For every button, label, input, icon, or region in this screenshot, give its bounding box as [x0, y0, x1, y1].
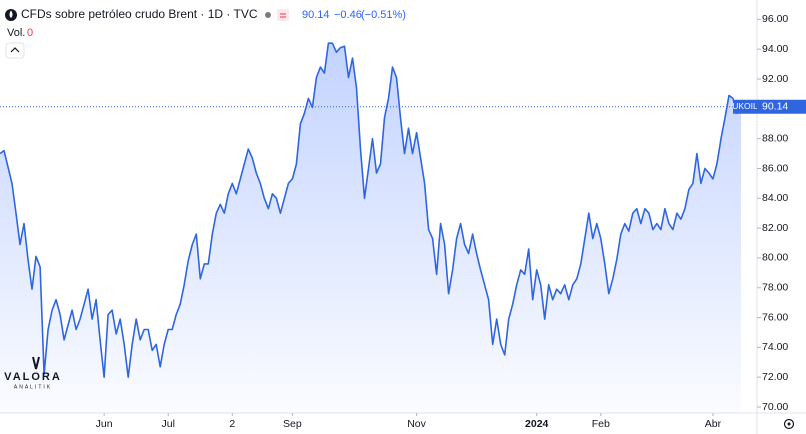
area-fill — [0, 43, 741, 413]
y-tick-label: 96.00 — [762, 13, 788, 25]
last-price-label: 90.14 — [762, 101, 788, 113]
y-tick-label: 80.00 — [762, 252, 788, 264]
y-tick-label: 78.00 — [762, 282, 788, 294]
x-tick-label: Jul — [162, 418, 175, 430]
header-change-pct: (−0.51%) — [361, 9, 406, 21]
collapse-chevron — [10, 47, 20, 53]
x-tick-label: Sep — [283, 418, 302, 430]
settings-icon-core — [787, 422, 791, 426]
y-tick-label: 74.00 — [762, 341, 788, 353]
header-last: 90.14 — [302, 9, 330, 21]
x-tick-label: 2 — [229, 418, 235, 430]
logo-name: VALORA — [4, 371, 62, 383]
x-tick-label: Nov — [407, 418, 426, 430]
symbol-tag — [733, 99, 757, 114]
y-tick-label: 76.00 — [762, 311, 788, 323]
last-price-tag — [757, 99, 806, 114]
y-tick-label: 88.00 — [762, 132, 788, 144]
y-tick-label: 86.00 — [762, 162, 788, 174]
y-tick-label: 72.00 — [762, 371, 788, 383]
symbol-tag-label: UKOIL — [732, 101, 758, 111]
header-change: −0.46 — [334, 9, 362, 21]
symbol-title: CFDs sobre petróleo crudo Brent · 1D · T… — [21, 7, 258, 21]
logo-mark — [32, 356, 40, 370]
symbol-icon-drop — [9, 10, 13, 18]
x-tick-label: Feb — [592, 418, 610, 430]
status-dot — [265, 12, 271, 18]
y-tick-label: 94.00 — [762, 43, 788, 55]
y-tick-label: 84.00 — [762, 192, 788, 204]
volume-label: Vol. — [7, 27, 25, 39]
price-line — [0, 42, 742, 378]
logo-sub: ANALITIK — [14, 384, 52, 390]
x-tick-label: Jun — [96, 418, 113, 430]
collapse-button[interactable] — [5, 42, 25, 59]
x-tick-label: Abr — [705, 418, 722, 430]
y-tick-label: 82.00 — [762, 222, 788, 234]
x-tick-label: 2024 — [525, 418, 549, 430]
settings-icon[interactable] — [783, 418, 795, 430]
status-icon — [277, 9, 289, 21]
y-tick-label: 70.00 — [762, 401, 788, 413]
status-icon-lines — [280, 13, 286, 18]
volume-value: 0 — [27, 27, 33, 39]
plot-area — [0, 42, 757, 413]
y-tick-label: 92.00 — [762, 73, 788, 85]
